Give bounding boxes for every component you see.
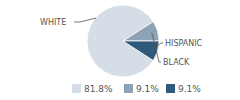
legend-label: 9.1% xyxy=(178,84,201,94)
legend-swatch xyxy=(72,84,81,93)
slice-label: BLACK xyxy=(163,58,190,67)
pie-slice xyxy=(123,22,159,41)
chart: WHITE BLACK HISPANIC 81.8% 9.1% 9.1% xyxy=(0,0,240,100)
legend-swatch xyxy=(166,84,175,93)
pie xyxy=(87,5,159,77)
legend-label: 81.8% xyxy=(84,84,113,94)
slice-label: WHITE xyxy=(40,18,66,27)
pie-slice xyxy=(123,41,159,61)
leader-line xyxy=(74,18,96,22)
legend-swatch xyxy=(124,84,133,93)
leader-line xyxy=(152,33,161,62)
slice-label: HISPANIC xyxy=(165,39,203,48)
leader-line xyxy=(152,43,163,49)
legend-label: 9.1% xyxy=(136,84,159,94)
